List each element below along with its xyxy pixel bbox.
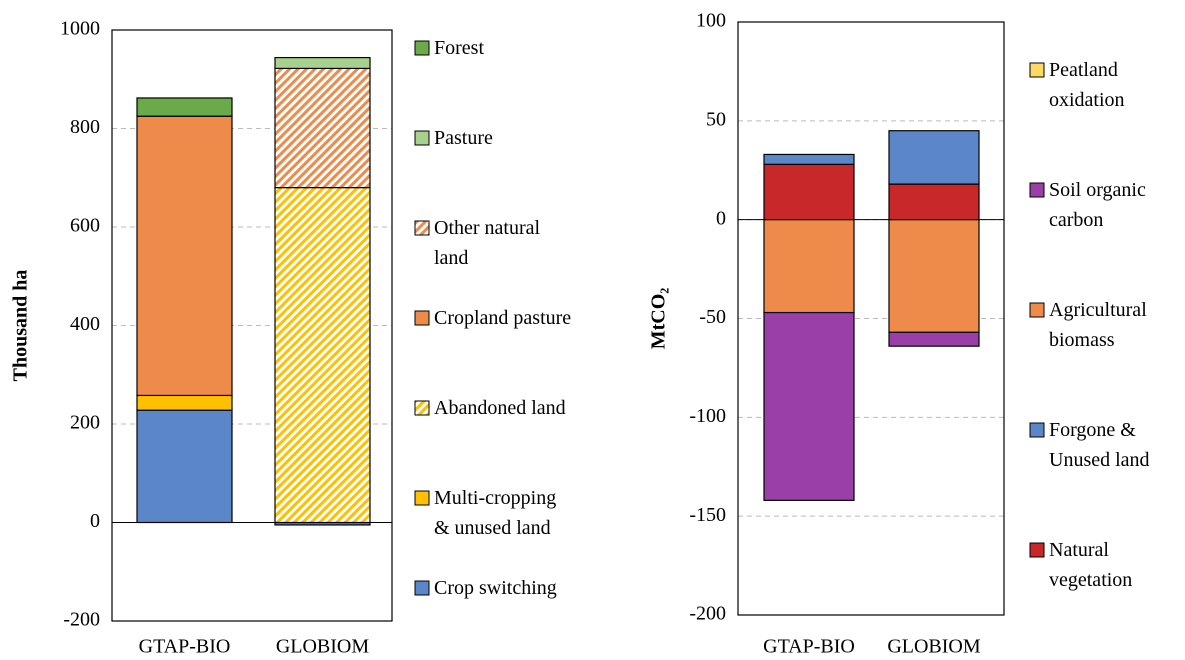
y-tick-label: 200	[70, 412, 100, 434]
legend-swatch	[1029, 302, 1045, 318]
legend-swatch	[414, 400, 430, 416]
y-tick-label: 1000	[60, 18, 100, 40]
bar-segment	[763, 153, 855, 165]
x-tick-label: GTAP-BIO	[139, 636, 231, 658]
plot-frame	[737, 21, 1005, 616]
y-tick-label: 0	[716, 207, 726, 229]
y-tick-label: -200	[63, 609, 100, 631]
legend-label: Natural vegetation	[1049, 539, 1133, 591]
bar-segment	[763, 311, 855, 501]
bar-segment	[763, 219, 855, 314]
legend-label: Peatland oxidation	[1049, 59, 1125, 111]
legend-swatch	[1029, 422, 1045, 438]
legend-label: Pasture	[434, 127, 493, 149]
bar-segment	[274, 56, 371, 70]
legend-swatch	[1029, 62, 1045, 78]
legend-label: Agricultural biomass	[1049, 299, 1147, 351]
y-tick-label: 100	[696, 10, 726, 32]
legend-swatch	[414, 40, 430, 56]
plot-frame	[111, 29, 393, 622]
y-tick-label: -150	[689, 504, 726, 526]
bar-segment	[274, 187, 371, 524]
y-axis-title: Thousand ha	[10, 270, 32, 382]
bar-segment	[136, 394, 233, 411]
legend-swatch	[1029, 542, 1045, 558]
bar-segment	[274, 67, 371, 189]
y-tick-label: 600	[70, 215, 100, 237]
legend-swatch	[414, 220, 430, 236]
y-tick-label: 800	[70, 116, 100, 138]
legend-label: Other natural land	[434, 217, 541, 269]
legend-swatch	[414, 490, 430, 506]
y-tick-label: -200	[689, 603, 726, 625]
legend-swatch	[414, 580, 430, 596]
x-tick-label: GLOBIOM	[887, 636, 981, 658]
legend-swatch	[1029, 182, 1045, 198]
legend-label: Soil organic carbon	[1049, 179, 1146, 231]
legend-label: Forest	[434, 37, 484, 59]
legend-label: Multi-cropping & unused land	[434, 487, 557, 539]
bar-segment	[888, 219, 980, 333]
y-axis-title: MtCO₂	[648, 288, 670, 350]
bar-segment	[763, 163, 855, 221]
x-tick-label: GLOBIOM	[276, 636, 370, 658]
legend-label: Crop switching	[434, 577, 557, 599]
bar-segment	[888, 331, 980, 347]
y-tick-label: 50	[706, 108, 726, 130]
legend-label: Forgone & Unused land	[1049, 419, 1150, 471]
legend-swatch	[414, 310, 430, 326]
bar-segment	[888, 130, 980, 185]
bar-segment	[136, 115, 233, 397]
legend-label: Cropland pasture	[434, 307, 572, 329]
legend-label: Abandoned land	[434, 397, 566, 419]
y-tick-label: 0	[90, 510, 100, 532]
y-tick-label: 400	[70, 313, 100, 335]
bar-segment	[136, 409, 233, 524]
y-tick-label: -50	[699, 306, 726, 328]
bar-segment	[136, 97, 233, 117]
y-tick-label: -100	[689, 405, 726, 427]
legend-swatch	[414, 130, 430, 146]
bar-segment	[888, 183, 980, 221]
x-tick-label: GTAP-BIO	[763, 636, 855, 658]
